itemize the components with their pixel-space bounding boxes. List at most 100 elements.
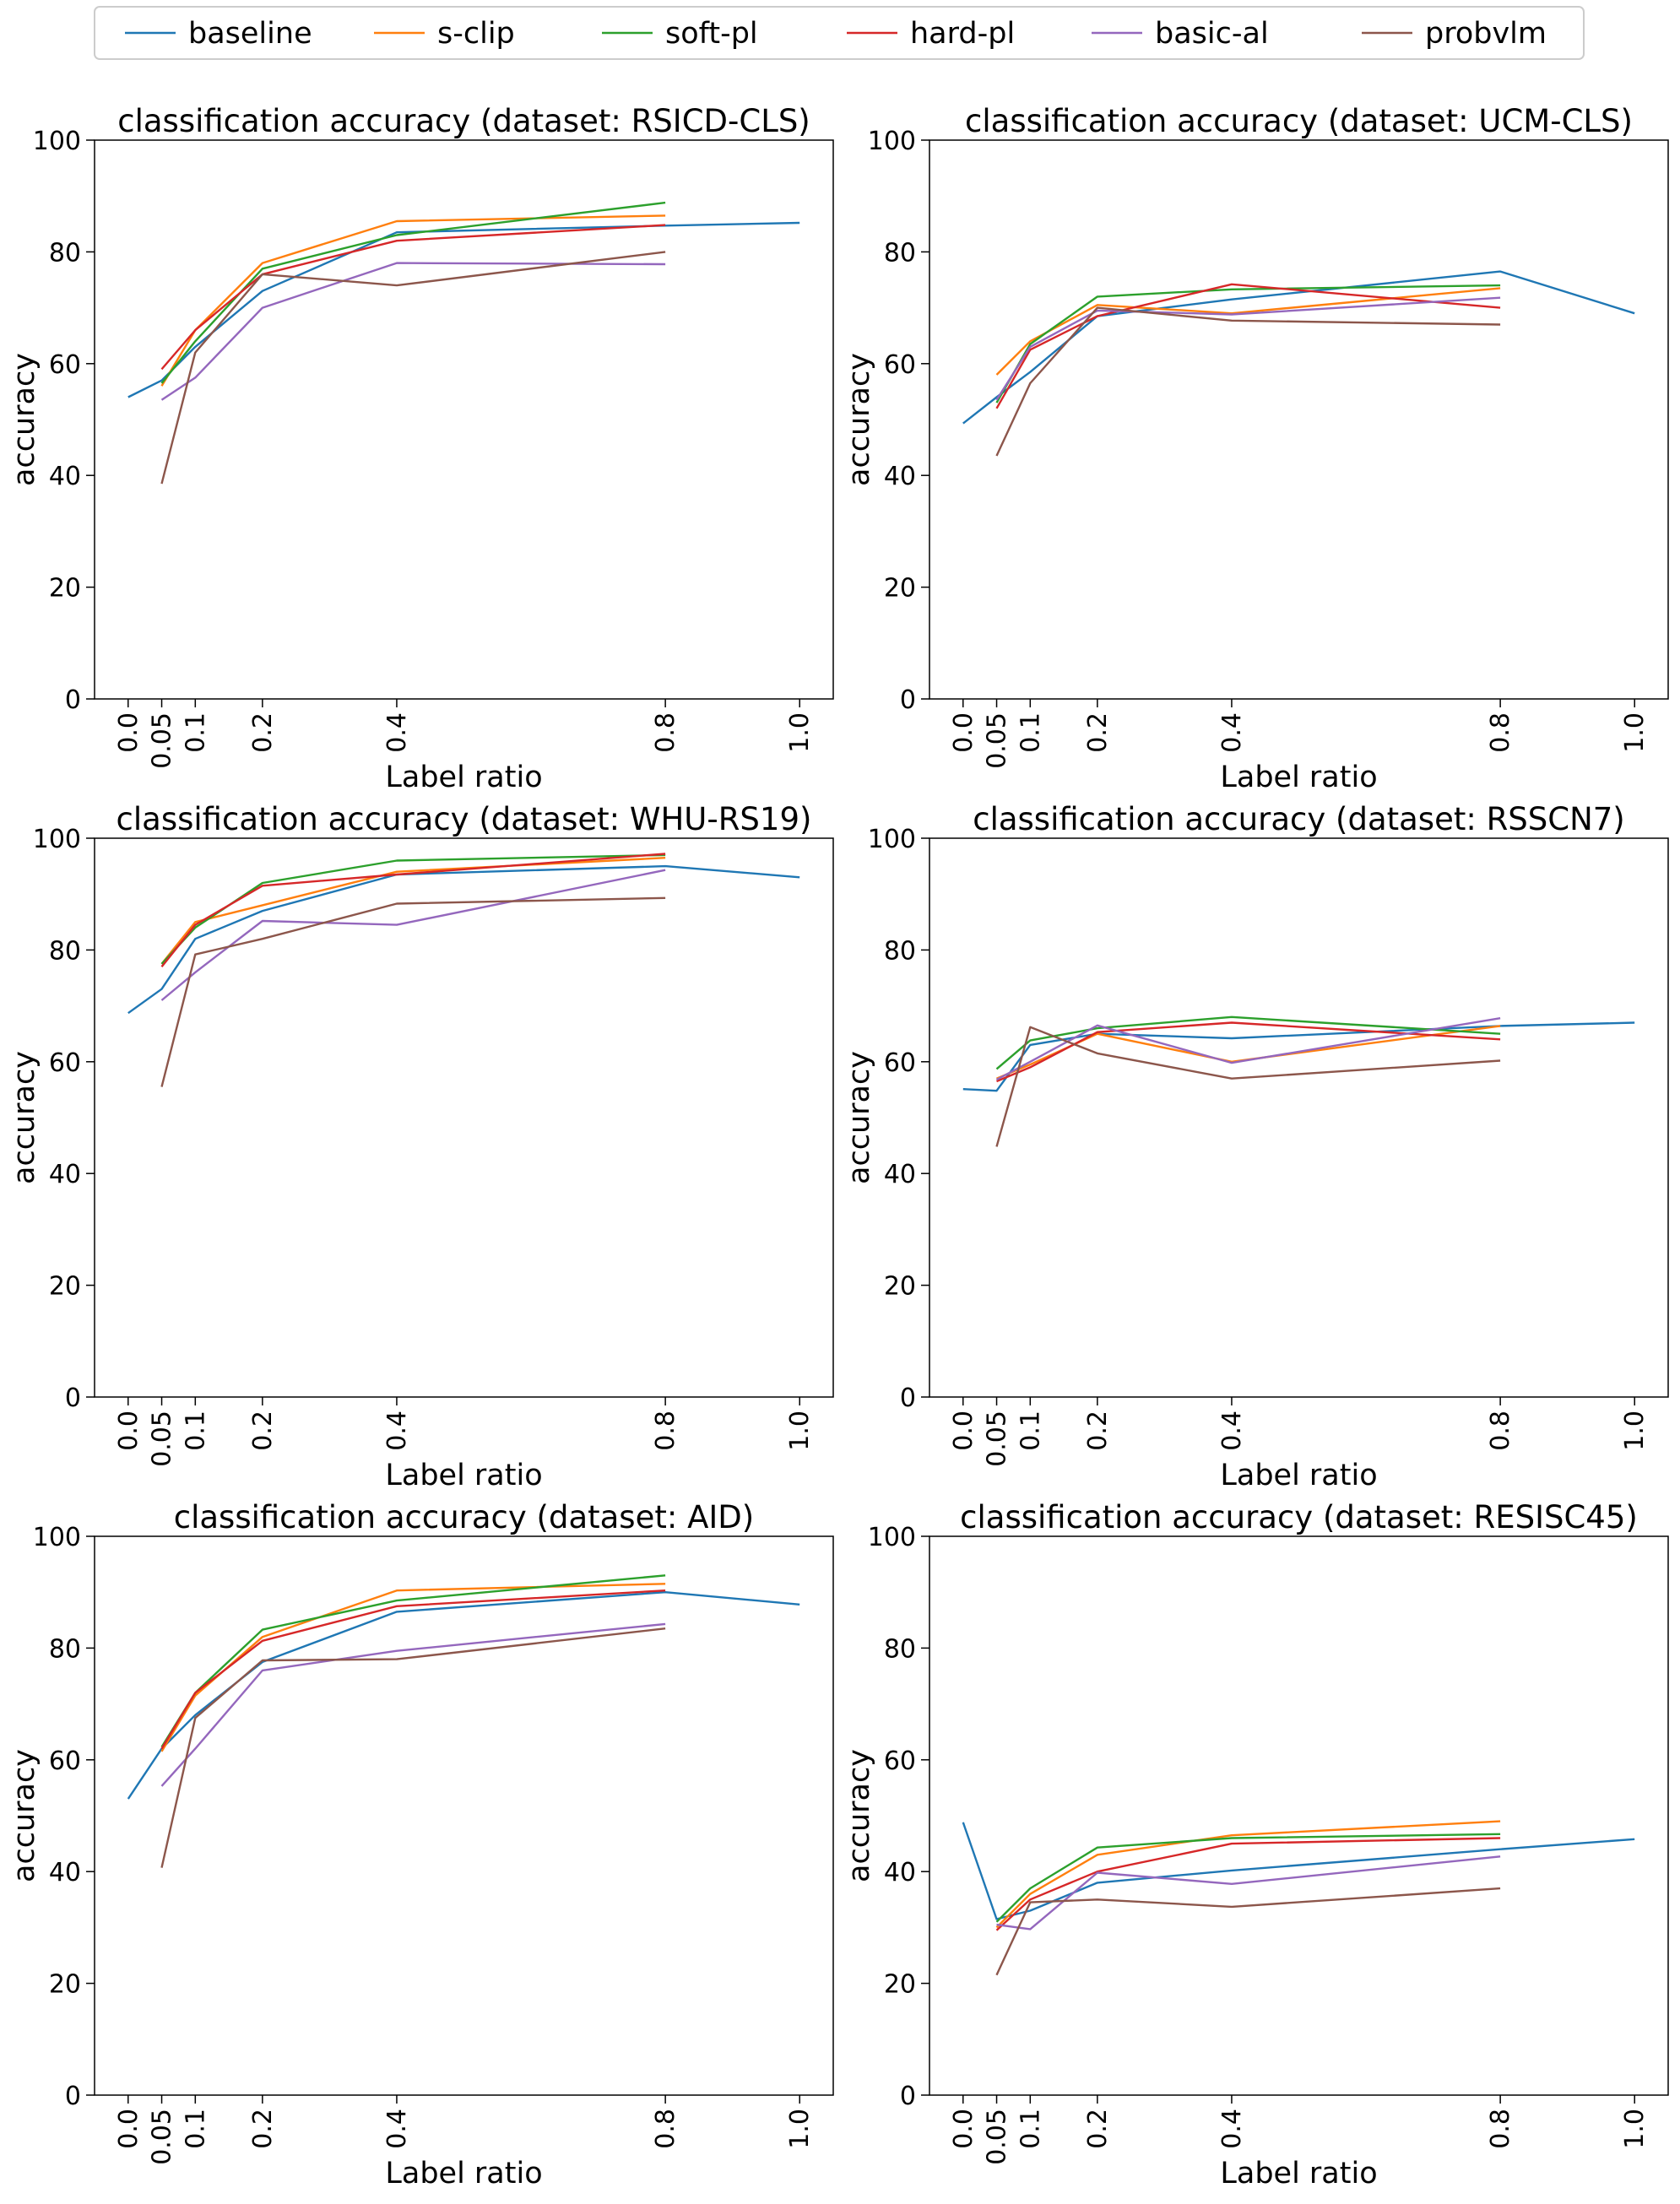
legend-label-hard-pl: hard-pl — [910, 17, 1015, 51]
y-tick-label: 40 — [49, 462, 81, 491]
chart-title: classification accuracy (dataset: UCM-CL… — [965, 103, 1633, 139]
y-tick-label: 20 — [49, 1970, 81, 2000]
x-tick-label: 0.1 — [181, 1411, 210, 1451]
y-tick-label: 20 — [49, 1272, 81, 1302]
chart-panel-6: classification accuracy (dataset: RESISC… — [843, 1499, 1669, 2190]
series-group — [127, 1574, 800, 1868]
y-tick-label: 100 — [868, 127, 916, 156]
series-line-basic-al — [160, 1622, 666, 1787]
y-tick-label: 0 — [65, 2082, 81, 2111]
y-tick-label: 100 — [868, 825, 916, 854]
y-axis-label: accuracy — [843, 1749, 876, 1882]
x-tick-label: 0.2 — [1083, 1411, 1113, 1451]
x-tick-label: 0.8 — [651, 2109, 680, 2149]
x-tick-label: 1.0 — [1620, 2109, 1650, 2149]
x-tick-label: 0.4 — [1217, 712, 1247, 753]
legend-label-s-clip: s-clip — [437, 17, 515, 51]
y-tick-label: 60 — [884, 1048, 916, 1078]
series-line-probvlm — [995, 1026, 1501, 1147]
y-tick-label: 60 — [884, 350, 916, 380]
legend-label-baseline: baseline — [188, 17, 312, 51]
series-line-s-clip — [995, 287, 1501, 376]
x-tick-label: 0.0 — [949, 712, 978, 753]
y-tick-label: 100 — [33, 1523, 81, 1552]
legend-label-basic-al: basic-al — [1155, 17, 1269, 51]
x-tick-label: 0.1 — [181, 712, 210, 753]
y-tick-label: 80 — [49, 238, 81, 268]
chart-title: classification accuracy (dataset: RESISC… — [960, 1499, 1638, 1535]
x-tick-label: 0.1 — [1016, 2109, 1045, 2149]
x-tick-label: 0.1 — [1016, 1411, 1045, 1451]
chart-title: classification accuracy (dataset: AID) — [174, 1499, 754, 1535]
chart-title: classification accuracy (dataset: RSICD-… — [117, 103, 810, 139]
x-tick-label: 0.2 — [248, 2109, 278, 2149]
x-axis-label: Label ratio — [385, 1459, 542, 1492]
chart-panel-2: classification accuracy (dataset: UCM-CL… — [843, 103, 1669, 794]
series-group — [127, 853, 800, 1087]
x-tick-label: 0.05 — [983, 712, 1012, 769]
y-tick-label: 80 — [884, 238, 916, 268]
x-tick-label: 1.0 — [785, 1411, 815, 1451]
y-tick-label: 40 — [884, 1160, 916, 1189]
x-tick-label: 0.05 — [983, 2109, 1012, 2165]
series-line-hard-pl — [160, 1589, 666, 1750]
x-tick-label: 0.05 — [148, 712, 177, 769]
y-tick-label: 40 — [884, 462, 916, 491]
x-axis-label: Label ratio — [385, 761, 542, 794]
x-tick-label: 0.8 — [1486, 1411, 1515, 1451]
series-line-probvlm — [160, 1627, 666, 1868]
series-line-probvlm — [995, 1887, 1501, 1976]
x-tick-label: 1.0 — [1620, 1411, 1650, 1451]
series-line-baseline — [127, 864, 800, 1015]
legend-frame — [94, 6, 1585, 60]
series-line-basic-al — [995, 296, 1501, 401]
series-group — [962, 270, 1635, 457]
series-group — [127, 201, 800, 485]
x-tick-label: 0.4 — [382, 712, 412, 753]
x-tick-label: 0.05 — [983, 1411, 1012, 1467]
y-tick-label: 20 — [884, 1272, 916, 1302]
y-axis-label: accuracy — [843, 353, 876, 486]
series-line-basic-al — [160, 262, 666, 401]
chart-panel-5: classification accuracy (dataset: AID) 0 2… — [8, 1499, 834, 2190]
x-tick-label: 1.0 — [785, 2109, 815, 2149]
x-tick-label: 1.0 — [785, 712, 815, 753]
y-tick-label: 0 — [900, 2082, 916, 2111]
y-axis-label: accuracy — [8, 353, 41, 486]
series-line-basic-al — [160, 869, 666, 1001]
series-line-s-clip — [995, 1820, 1501, 1929]
x-tick-label: 0.1 — [1016, 712, 1045, 753]
y-tick-label: 0 — [900, 1384, 916, 1413]
y-tick-label: 0 — [900, 685, 916, 715]
y-tick-label: 80 — [884, 936, 916, 966]
y-tick-label: 60 — [49, 350, 81, 380]
series-line-baseline — [962, 1822, 1635, 1920]
plot-frame — [929, 139, 1669, 700]
chart-title: classification accuracy (dataset: WHU-RS… — [117, 801, 812, 837]
x-tick-label: 0.8 — [651, 1411, 680, 1451]
x-tick-label: 0.0 — [949, 1411, 978, 1451]
x-tick-label: 0.1 — [181, 2109, 210, 2149]
y-tick-label: 80 — [884, 1634, 916, 1664]
y-tick-label: 40 — [884, 1858, 916, 1887]
x-tick-label: 1.0 — [1620, 712, 1650, 753]
x-tick-label: 0.8 — [651, 712, 680, 753]
plot-frame — [929, 837, 1669, 1398]
chart-panels: classification accuracy (dataset: RSICD-… — [8, 103, 1669, 2190]
series-line-probvlm — [160, 896, 666, 1087]
chart-title: classification accuracy (dataset: RSSCN7… — [973, 801, 1625, 837]
x-axis-label: Label ratio — [385, 2157, 542, 2190]
y-axis-label: accuracy — [8, 1051, 41, 1184]
x-tick-label: 0.0 — [114, 2109, 144, 2149]
y-axis-label: accuracy — [843, 1051, 876, 1184]
x-tick-label: 0.4 — [382, 2109, 412, 2149]
y-tick-label: 20 — [884, 1970, 916, 2000]
plot-frame — [94, 837, 834, 1398]
series-line-s-clip — [160, 214, 666, 387]
legend-label-soft-pl: soft-pl — [665, 17, 758, 51]
series-line-soft-pl — [160, 201, 666, 384]
plot-frame — [929, 1535, 1669, 2096]
series-line-probvlm — [160, 251, 666, 485]
